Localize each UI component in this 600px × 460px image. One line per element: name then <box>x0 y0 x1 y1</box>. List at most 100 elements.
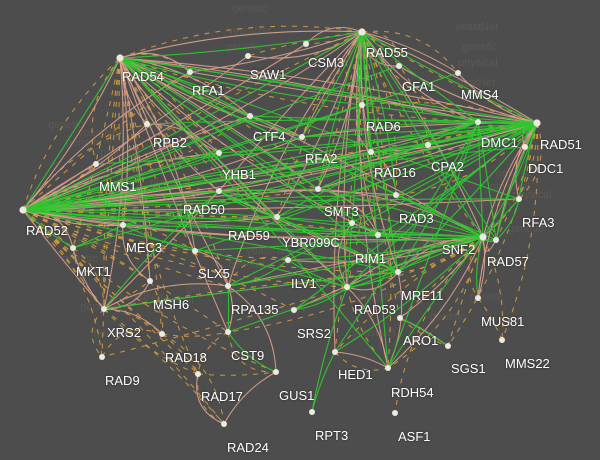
edge-genetic[interactable] <box>91 57 121 165</box>
edge-physical[interactable] <box>477 122 538 299</box>
edge-physical[interactable] <box>119 30 363 59</box>
edge-yeastnet[interactable] <box>22 190 220 211</box>
edge-genetic[interactable] <box>103 271 399 310</box>
edge-physical[interactable] <box>119 57 379 236</box>
edge-yeastnet[interactable] <box>293 286 348 311</box>
edge-physical[interactable] <box>387 236 484 369</box>
edge-genetic[interactable] <box>346 286 389 369</box>
edge-yeastnet[interactable] <box>477 121 497 241</box>
edge-physical[interactable] <box>119 57 479 123</box>
edge-yeastnet[interactable] <box>427 122 538 146</box>
edge-genetic[interactable] <box>119 57 379 236</box>
edge-yeastnet[interactable] <box>227 331 277 373</box>
edge-yeastnet[interactable] <box>346 31 363 288</box>
graph-node-ybr099c[interactable] <box>349 220 355 226</box>
edge-yeastnet[interactable] <box>119 31 363 59</box>
edge-genetic[interactable] <box>161 331 229 337</box>
graph-node-rad57[interactable] <box>493 237 499 243</box>
edge-yeastnet[interactable] <box>22 209 74 249</box>
edge-yeastnet[interactable] <box>387 236 484 369</box>
edge-physical[interactable] <box>227 31 363 287</box>
edge-genetic[interactable] <box>482 122 538 238</box>
edge-yeastnet[interactable] <box>218 190 278 218</box>
edge-physical[interactable] <box>103 308 163 335</box>
edge-yeastnet[interactable] <box>119 57 303 138</box>
edge-genetic[interactable] <box>101 286 348 358</box>
edge-yeastnet[interactable] <box>22 65 400 211</box>
edge-physical[interactable] <box>358 31 389 369</box>
edge-physical[interactable] <box>119 57 229 287</box>
edge-physical[interactable] <box>22 209 124 227</box>
edge-physical[interactable] <box>361 31 459 74</box>
graph-node-ilv1[interactable] <box>285 257 291 263</box>
graph-node-rad50[interactable] <box>216 188 222 194</box>
graph-node-smt3[interactable] <box>315 186 321 192</box>
edge-yeastnet[interactable] <box>317 188 484 238</box>
edge-yeastnet[interactable] <box>227 285 230 333</box>
graph-node-ddc1[interactable] <box>522 144 528 150</box>
edge-yeastnet[interactable] <box>287 259 348 288</box>
edge-genetic[interactable] <box>22 208 196 252</box>
edge-genetic[interactable] <box>72 57 121 249</box>
edge-yeastnet[interactable] <box>22 57 121 211</box>
graph-node-mre11[interactable] <box>395 269 401 275</box>
edge-genetic[interactable] <box>361 31 538 124</box>
edge-yeastnet[interactable] <box>218 190 399 273</box>
graph-node-asf1[interactable] <box>392 410 398 416</box>
edge-yeastnet[interactable] <box>95 122 538 165</box>
edge-yeastnet[interactable] <box>317 31 363 190</box>
graph-node-rim1[interactable] <box>375 232 381 238</box>
edge-physical[interactable] <box>196 373 225 425</box>
graph-node-hed1[interactable] <box>332 349 338 355</box>
edge-physical[interactable] <box>227 285 277 373</box>
edge-physical[interactable] <box>22 31 363 211</box>
edge-genetic[interactable] <box>22 188 319 211</box>
edge-yeastnet[interactable] <box>22 209 399 273</box>
graph-node-rad55[interactable] <box>358 28 366 36</box>
edge-yeastnet[interactable] <box>119 57 520 200</box>
graph-node-mus81[interactable] <box>475 295 481 301</box>
edge-physical[interactable] <box>218 31 363 192</box>
graph-node-xrs2[interactable] <box>101 306 107 312</box>
edge-yeastnet[interactable] <box>22 72 459 211</box>
edge-yeastnet[interactable] <box>317 122 538 190</box>
edge-genetic[interactable] <box>447 122 538 347</box>
graph-node-rad17[interactable] <box>195 371 201 377</box>
graph-node-snf2[interactable] <box>479 233 487 241</box>
edge-physical[interactable] <box>22 209 105 310</box>
edge-yeastnet[interactable] <box>518 122 538 200</box>
graph-node-ctf4[interactable] <box>247 113 253 119</box>
edge-genetic[interactable] <box>394 236 484 414</box>
edge-genetic[interactable] <box>227 331 277 373</box>
edge-physical[interactable] <box>146 123 220 154</box>
edge-yeastnet[interactable] <box>361 31 484 238</box>
edge-genetic[interactable] <box>361 30 459 74</box>
edge-physical[interactable] <box>119 57 151 282</box>
edge-yeastnet[interactable] <box>311 286 348 413</box>
edge-yeastnet[interactable] <box>397 122 538 273</box>
edge-yeastnet[interactable] <box>22 31 363 211</box>
edge-physical[interactable] <box>337 222 353 288</box>
graph-node-gfa1[interactable] <box>396 63 402 69</box>
edge-genetic[interactable] <box>22 209 278 218</box>
edge-yeastnet[interactable] <box>361 31 397 196</box>
edge-genetic[interactable] <box>501 122 539 341</box>
edge-physical[interactable] <box>457 72 538 124</box>
edge-yeastnet[interactable] <box>22 209 348 288</box>
edge-genetic[interactable] <box>482 236 504 341</box>
edge-yeastnet[interactable] <box>22 198 520 211</box>
edge-genetic[interactable] <box>361 31 429 146</box>
edge-physical[interactable] <box>305 26 363 45</box>
edge-physical[interactable] <box>346 286 389 369</box>
graph-node-rpt3[interactable] <box>309 409 315 415</box>
edge-physical[interactable] <box>227 285 233 333</box>
edge-genetic[interactable] <box>22 123 148 211</box>
edge-yeastnet[interactable] <box>495 122 538 241</box>
graph-node-cpa2[interactable] <box>425 142 431 148</box>
graph-node-rad24[interactable] <box>221 421 227 427</box>
edge-genetic[interactable] <box>103 57 121 310</box>
edge-yeastnet[interactable] <box>334 121 479 353</box>
edge-physical[interactable] <box>22 43 307 211</box>
edge-genetic[interactable] <box>22 163 97 211</box>
edge-genetic[interactable] <box>22 209 74 249</box>
